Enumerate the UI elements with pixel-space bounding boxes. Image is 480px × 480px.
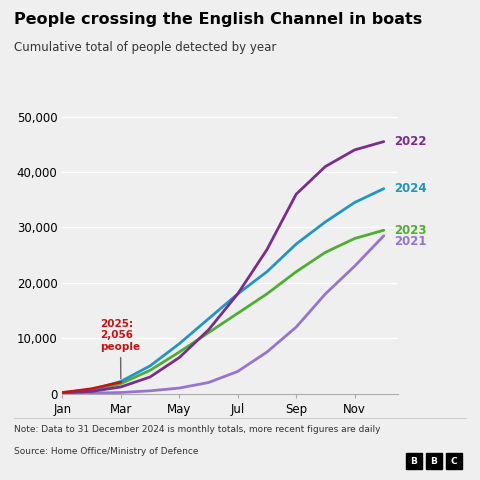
Text: Source: Home Office/Ministry of Defence: Source: Home Office/Ministry of Defence (14, 447, 199, 456)
Text: B: B (410, 457, 417, 466)
Text: 2022: 2022 (394, 135, 427, 148)
Text: Note: Data to 31 December 2024 is monthly totals, more recent figures are daily: Note: Data to 31 December 2024 is monthl… (14, 425, 381, 434)
Text: 2025:
2,056
people: 2025: 2,056 people (100, 319, 141, 379)
Text: 2024: 2024 (394, 182, 427, 195)
Text: B: B (431, 457, 437, 466)
Text: Cumulative total of people detected by year: Cumulative total of people detected by y… (14, 41, 277, 54)
Text: C: C (451, 457, 457, 466)
Text: People crossing the English Channel in boats: People crossing the English Channel in b… (14, 12, 423, 27)
Text: 2021: 2021 (394, 235, 427, 248)
Text: 2023: 2023 (394, 224, 427, 237)
